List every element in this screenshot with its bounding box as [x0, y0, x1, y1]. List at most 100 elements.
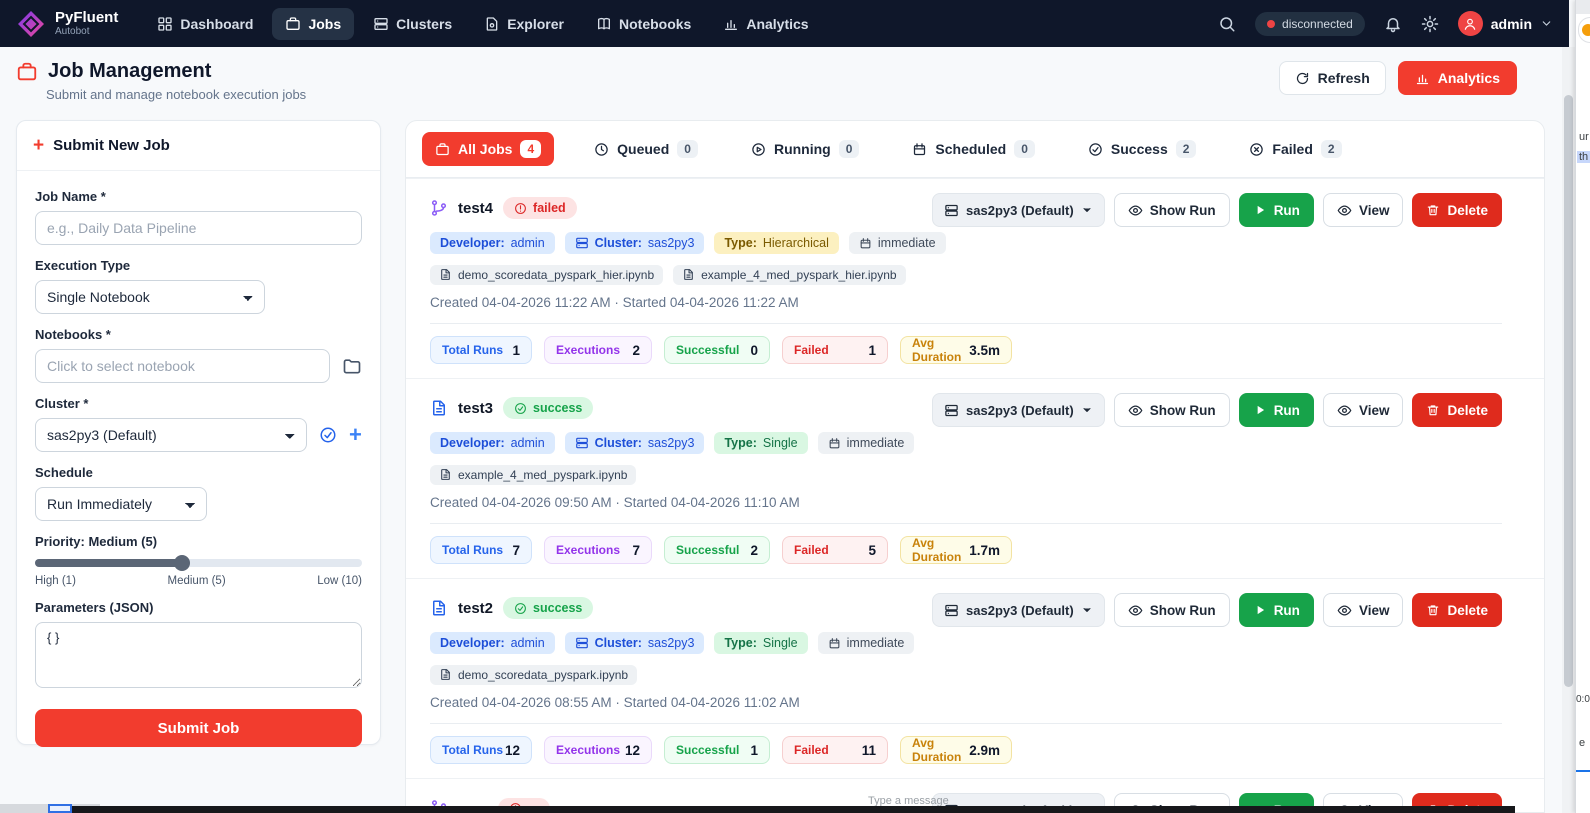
priority-max-label: Low (10): [317, 575, 362, 587]
status-badge: failed: [503, 197, 577, 219]
cluster-select[interactable]: sas2py3 (Default): [35, 418, 307, 452]
brand[interactable]: PyFluent Autobot: [16, 9, 118, 39]
created-started-line: Created 04-04-2026 08:55 AM · Started 04…: [430, 695, 800, 710]
tab-running[interactable]: Running 0: [738, 132, 872, 166]
submit-job-button[interactable]: Submit Job: [35, 709, 362, 747]
notebook-file-icon: [441, 669, 450, 680]
parameters-label: Parameters (JSON): [35, 600, 154, 615]
taskbar-item[interactable]: [48, 804, 72, 813]
text-fragment: 0:0: [1576, 694, 1590, 705]
folder-icon[interactable]: [342, 356, 362, 376]
run-label: Run: [1273, 402, 1300, 418]
notebook-pill: example_4_med_pyspark_hier.ipynb: [673, 264, 906, 285]
stat-label: Executions: [556, 743, 621, 757]
stat-value: 2.9m: [969, 742, 1000, 758]
run-button[interactable]: Run: [1238, 393, 1314, 427]
developer-label: Developer:: [440, 236, 505, 250]
user-menu[interactable]: admin: [1457, 11, 1553, 36]
refresh-label: Refresh: [1317, 70, 1370, 86]
connection-status-badge: disconnected: [1255, 11, 1365, 36]
executions-stat: Executions 12: [544, 736, 652, 764]
delete-button[interactable]: Delete: [1412, 593, 1502, 627]
status-label: success: [533, 401, 583, 415]
slider-fill: [35, 559, 183, 567]
show-run-button[interactable]: Show Run: [1113, 593, 1230, 627]
parameters-textarea[interactable]: { }: [35, 622, 362, 688]
page-scrollbar[interactable]: [1562, 47, 1575, 813]
stat-label: Avg Duration: [912, 336, 962, 364]
view-label: View: [1358, 402, 1390, 418]
job-name-label: Job Name *: [35, 189, 106, 204]
nav-item-jobs[interactable]: Jobs: [272, 7, 355, 40]
page-title: Job Management: [48, 60, 212, 82]
search-icon[interactable]: [1218, 15, 1236, 33]
run-label: Run: [1273, 602, 1300, 618]
tab-failed[interactable]: Failed 2: [1236, 132, 1354, 166]
view-button[interactable]: View: [1322, 193, 1404, 227]
cluster-select-dropdown[interactable]: sas2py3 (Default): [932, 193, 1105, 227]
calendar-icon: [860, 237, 871, 248]
connection-status-label: disconnected: [1282, 16, 1353, 31]
notebooks-input[interactable]: [35, 349, 330, 383]
priority-slider[interactable]: [35, 555, 362, 571]
nav-item-explorer[interactable]: Explorer: [471, 8, 577, 40]
stat-value: 2: [632, 342, 640, 358]
nav-item-dashboard[interactable]: Dashboard: [144, 8, 266, 40]
trash-icon: [1428, 205, 1439, 216]
scrollbar-thumb[interactable]: [1564, 95, 1573, 687]
schedule-select[interactable]: Run Immediately: [35, 487, 207, 521]
delete-label: Delete: [1447, 402, 1488, 418]
successful-stat: Successful 2: [664, 536, 770, 564]
server-icon: [575, 237, 588, 249]
tab-scheduled[interactable]: Scheduled 0: [899, 132, 1047, 166]
show-run-button[interactable]: Show Run: [1113, 193, 1230, 227]
bell-icon[interactable]: [1384, 15, 1402, 33]
cluster-select-dropdown[interactable]: sas2py3 (Default): [932, 393, 1105, 427]
play-icon: [1257, 605, 1264, 615]
stat-value: 2: [750, 542, 758, 558]
nav-item-clusters[interactable]: Clusters: [360, 8, 465, 40]
schedule-value: immediate: [846, 636, 905, 650]
view-button[interactable]: View: [1322, 593, 1404, 627]
add-cluster-icon[interactable]: +: [349, 422, 362, 447]
server-icon: [945, 204, 958, 216]
job-stats: Total Runs 12 Executions 12 Successful 1 Fa…: [430, 736, 1502, 764]
run-button[interactable]: Run: [1238, 593, 1314, 627]
execution-type-select[interactable]: Single Notebook: [35, 280, 265, 314]
eye-icon: [1128, 605, 1143, 615]
clock-icon: [595, 142, 608, 156]
tab-all-jobs[interactable]: All Jobs 4: [422, 132, 555, 166]
server-icon: [945, 404, 958, 416]
tab-label: Success: [1110, 141, 1168, 157]
slider-thumb[interactable]: [174, 555, 191, 571]
cluster-select-dropdown[interactable]: sas2py3 (Default): [932, 593, 1105, 627]
job-card: test3 success Developer: admin Cluster: sa…: [406, 378, 1544, 578]
bar-chart-icon: [725, 19, 738, 30]
delete-button[interactable]: Delete: [1412, 393, 1502, 427]
caret-down-icon: [1083, 208, 1091, 212]
cluster-select-value: sas2py3 (Default): [966, 402, 1074, 418]
page-header: Job Management Submit and manage noteboo…: [0, 47, 1562, 115]
tab-success[interactable]: Success 2: [1075, 132, 1210, 166]
nav-item-notebooks[interactable]: Notebooks: [583, 8, 704, 40]
show-run-button[interactable]: Show Run: [1113, 393, 1230, 427]
notebook-filename: example_4_med_pyspark_hier.ipynb: [701, 267, 897, 282]
stat-label: Failed: [794, 543, 829, 557]
stat-label: Successful: [676, 743, 740, 757]
failed-stat: Failed 11: [782, 736, 888, 764]
created-started-line: Created 04-04-2026 09:50 AM · Started 04…: [430, 495, 800, 510]
check-circle-icon[interactable]: [319, 426, 337, 444]
eye-icon: [1337, 605, 1352, 615]
tab-queued[interactable]: Queued 0: [581, 132, 711, 166]
stat-label: Avg Duration: [912, 736, 962, 764]
analytics-button[interactable]: Analytics: [1397, 61, 1517, 95]
job-name-input[interactable]: [35, 211, 362, 245]
refresh-button[interactable]: Refresh: [1278, 61, 1386, 95]
blue-divider-line: [1576, 770, 1590, 772]
delete-button[interactable]: Delete: [1412, 193, 1502, 227]
gear-icon[interactable]: [1421, 15, 1439, 33]
nav-item-analytics[interactable]: Analytics: [710, 8, 821, 40]
run-button[interactable]: Run: [1238, 193, 1314, 227]
chat-input-fragment: Type a message: [868, 795, 949, 807]
view-button[interactable]: View: [1322, 393, 1404, 427]
